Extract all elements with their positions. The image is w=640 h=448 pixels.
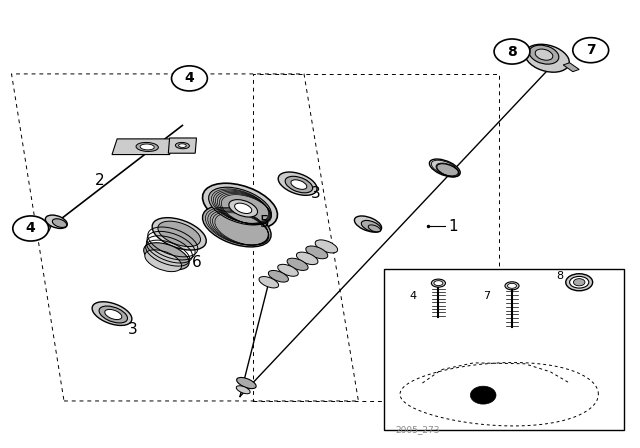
Ellipse shape	[278, 264, 298, 276]
Polygon shape	[40, 226, 51, 232]
Ellipse shape	[362, 220, 381, 232]
Ellipse shape	[436, 164, 460, 177]
Ellipse shape	[268, 271, 289, 282]
Text: 7: 7	[483, 291, 490, 301]
Ellipse shape	[306, 246, 328, 259]
Text: 4: 4	[184, 71, 195, 86]
Text: 7: 7	[586, 43, 596, 57]
Ellipse shape	[209, 187, 271, 225]
Ellipse shape	[434, 280, 443, 286]
Text: 5: 5	[259, 215, 269, 230]
Ellipse shape	[570, 276, 589, 288]
Ellipse shape	[278, 172, 317, 195]
Ellipse shape	[285, 177, 312, 193]
Ellipse shape	[136, 142, 158, 151]
Circle shape	[470, 386, 496, 404]
Ellipse shape	[52, 219, 67, 228]
Text: 2: 2	[94, 172, 104, 188]
Ellipse shape	[315, 240, 338, 253]
Ellipse shape	[505, 282, 519, 290]
Ellipse shape	[145, 250, 182, 271]
Ellipse shape	[508, 284, 516, 289]
Text: 2005_273: 2005_273	[396, 425, 440, 434]
Ellipse shape	[287, 258, 308, 271]
Ellipse shape	[92, 302, 132, 325]
Ellipse shape	[296, 252, 318, 265]
Polygon shape	[168, 138, 196, 153]
Ellipse shape	[566, 274, 593, 291]
Ellipse shape	[175, 142, 189, 149]
Ellipse shape	[291, 180, 307, 190]
Polygon shape	[112, 139, 175, 155]
Text: 3: 3	[310, 186, 321, 201]
Ellipse shape	[235, 203, 252, 214]
Ellipse shape	[45, 215, 67, 228]
Ellipse shape	[229, 200, 257, 217]
Circle shape	[494, 39, 530, 64]
Ellipse shape	[355, 216, 381, 232]
Ellipse shape	[140, 144, 154, 150]
Ellipse shape	[525, 44, 570, 72]
Circle shape	[172, 66, 207, 91]
Text: 4: 4	[26, 221, 36, 236]
Ellipse shape	[202, 183, 278, 229]
Ellipse shape	[237, 378, 256, 388]
Ellipse shape	[105, 310, 122, 319]
Ellipse shape	[158, 221, 200, 246]
Text: 8: 8	[507, 44, 517, 59]
Ellipse shape	[573, 279, 585, 286]
Bar	[384, 269, 624, 430]
Text: 1: 1	[448, 219, 458, 234]
Ellipse shape	[529, 45, 559, 64]
Text: 6: 6	[191, 255, 202, 271]
Ellipse shape	[99, 306, 127, 323]
Ellipse shape	[431, 279, 445, 287]
Circle shape	[573, 38, 609, 63]
Polygon shape	[512, 45, 528, 54]
Ellipse shape	[429, 159, 460, 177]
Ellipse shape	[535, 49, 553, 60]
Ellipse shape	[179, 144, 186, 147]
Circle shape	[13, 216, 49, 241]
Ellipse shape	[143, 243, 189, 270]
Text: 3: 3	[127, 322, 138, 337]
Text: 8: 8	[556, 271, 564, 280]
Ellipse shape	[236, 386, 250, 394]
Text: 4: 4	[409, 291, 417, 301]
Ellipse shape	[152, 218, 206, 250]
Ellipse shape	[259, 276, 278, 288]
Ellipse shape	[202, 206, 271, 247]
Polygon shape	[563, 63, 579, 72]
